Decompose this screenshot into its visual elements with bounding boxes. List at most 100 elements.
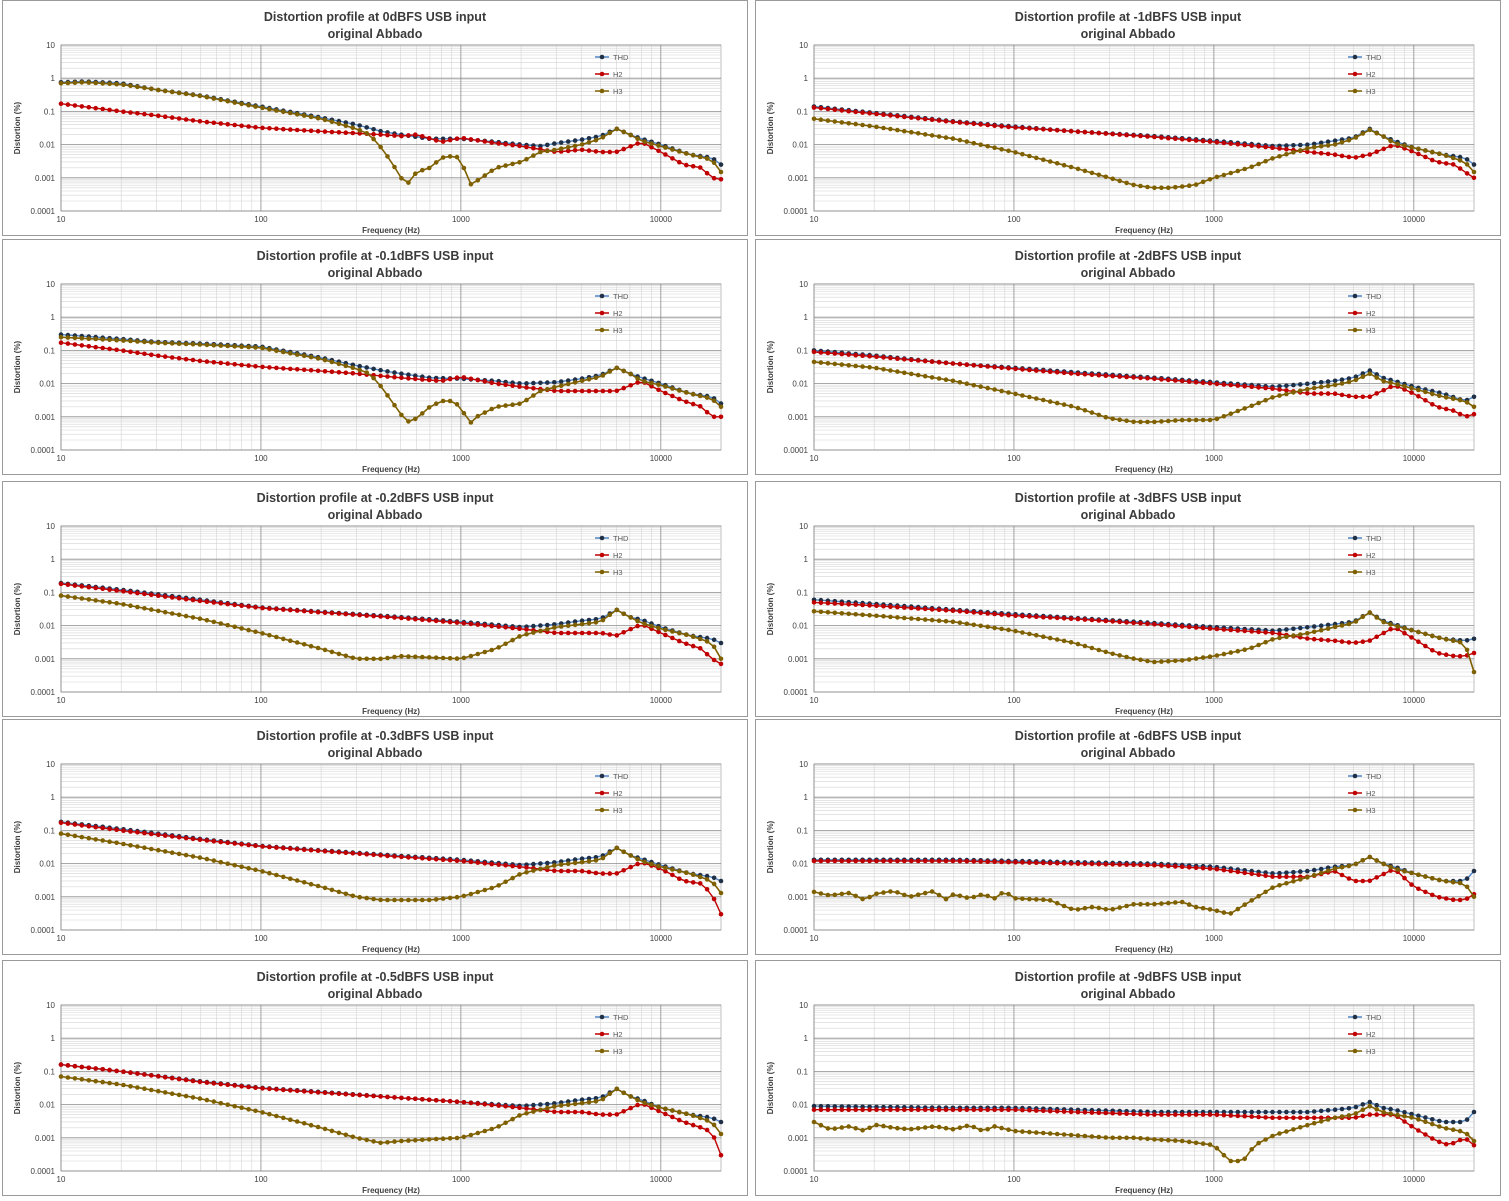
data-point-h3 [1096,647,1102,653]
data-point-thd [1332,378,1338,384]
data-point-h3 [1054,1131,1060,1137]
data-point-h3 [1221,1152,1227,1158]
data-point-h3 [1096,412,1102,418]
data-point-h3 [846,1124,851,1129]
data-point-h3 [1284,634,1289,640]
data-point-h3 [1082,905,1088,911]
data-point-h2 [1034,614,1039,620]
x-axis-label: Frequency (Hz) [362,1186,420,1195]
legend-label: THD [1366,292,1382,301]
data-point-h3 [72,335,78,341]
data-point-h3 [517,160,522,165]
data-point-h3 [267,1111,272,1117]
data-point-h3 [1464,1131,1470,1137]
data-point-thd [572,857,578,862]
data-point-h2 [156,353,161,359]
data-point-h3 [1006,891,1011,897]
data-point-h3 [1145,184,1150,190]
data-point-h3 [1311,629,1317,635]
data-point-thd [1318,140,1324,146]
data-point-thd [1318,380,1324,385]
data-point-h3 [1179,658,1185,663]
data-point-h3 [461,410,467,416]
data-point-h3 [183,91,189,97]
data-point-h3 [572,1101,578,1107]
data-point-h3 [426,165,432,171]
data-point-h3 [1311,385,1317,391]
data-point-h2 [846,1107,851,1112]
data-point-thd [586,1096,592,1102]
data-point-h2 [1235,628,1241,633]
data-point-h2 [978,363,983,369]
y-axis-label: Distortion (%) [766,1061,775,1114]
data-point-h2 [86,105,92,110]
data-point-h2 [65,102,71,107]
data-point-h2 [531,386,536,391]
data-point-h3 [1270,885,1275,890]
chart-subtitle: original Abbado [1080,987,1176,1001]
data-point-h2 [1117,132,1122,137]
data-point-h2 [1152,134,1157,140]
data-point-h3 [1249,898,1254,903]
data-point-h3 [308,643,314,649]
data-point-h3 [1395,141,1400,147]
data-point-h3 [190,615,196,620]
data-point-h2 [1193,1112,1199,1117]
data-point-h2 [1443,896,1449,901]
data-point-h3 [1437,151,1442,156]
data-point-h2 [239,123,244,129]
data-point-h2 [1256,629,1261,635]
y-tick-label: 0.1 [44,1067,56,1076]
data-point-h2 [253,125,258,130]
data-point-h2 [1027,126,1032,131]
data-point-thd [1437,1118,1442,1124]
data-point-h2 [489,1102,495,1108]
data-point-h3 [204,856,210,862]
data-point-h3 [114,840,119,846]
data-point-h2 [565,868,571,874]
data-point-thd [1291,626,1296,632]
data-point-h3 [190,1095,196,1100]
data-point-h3 [607,369,613,374]
data-point-h2 [909,1107,914,1112]
data-point-h3 [468,891,474,897]
data-point-thd [1291,1109,1296,1115]
data-point-h2 [1117,1111,1122,1116]
data-point-h2 [718,414,724,420]
y-tick-label: 1 [51,313,56,322]
data-point-h2 [670,635,675,641]
data-point-h3 [183,1093,189,1099]
data-point-h3 [65,80,71,86]
data-point-h3 [1284,391,1289,397]
data-point-h3 [628,1094,633,1099]
data-point-h3 [225,622,230,628]
data-point-h2 [957,120,963,125]
data-point-h2 [426,377,432,383]
y-tick-label: 10 [799,522,808,531]
data-point-h3 [1381,134,1386,139]
data-point-h3 [1360,858,1366,863]
data-point-h2 [839,1107,845,1112]
data-point-h3 [315,1124,321,1130]
data-point-h3 [992,1124,997,1129]
data-point-thd [818,1103,824,1109]
data-point-h2 [1138,375,1143,381]
data-point-h3 [1437,393,1442,399]
y-tick-label: 0.0001 [31,207,56,216]
data-point-h3 [1145,419,1150,425]
data-point-h2 [329,610,335,616]
data-point-h2 [72,583,78,588]
data-point-h2 [260,1086,265,1091]
data-point-h3 [86,597,92,602]
data-point-h2 [985,1107,990,1112]
data-point-h2 [322,610,328,615]
data-point-h2 [1020,860,1025,865]
data-point-h2 [475,860,481,865]
data-point-h3 [1041,397,1046,403]
data-point-h3 [218,859,224,865]
data-point-h3 [378,897,383,903]
data-point-h2 [677,159,682,165]
data-point-h3 [1006,1127,1011,1132]
data-point-h3 [1305,386,1310,392]
data-point-thd [579,137,585,142]
